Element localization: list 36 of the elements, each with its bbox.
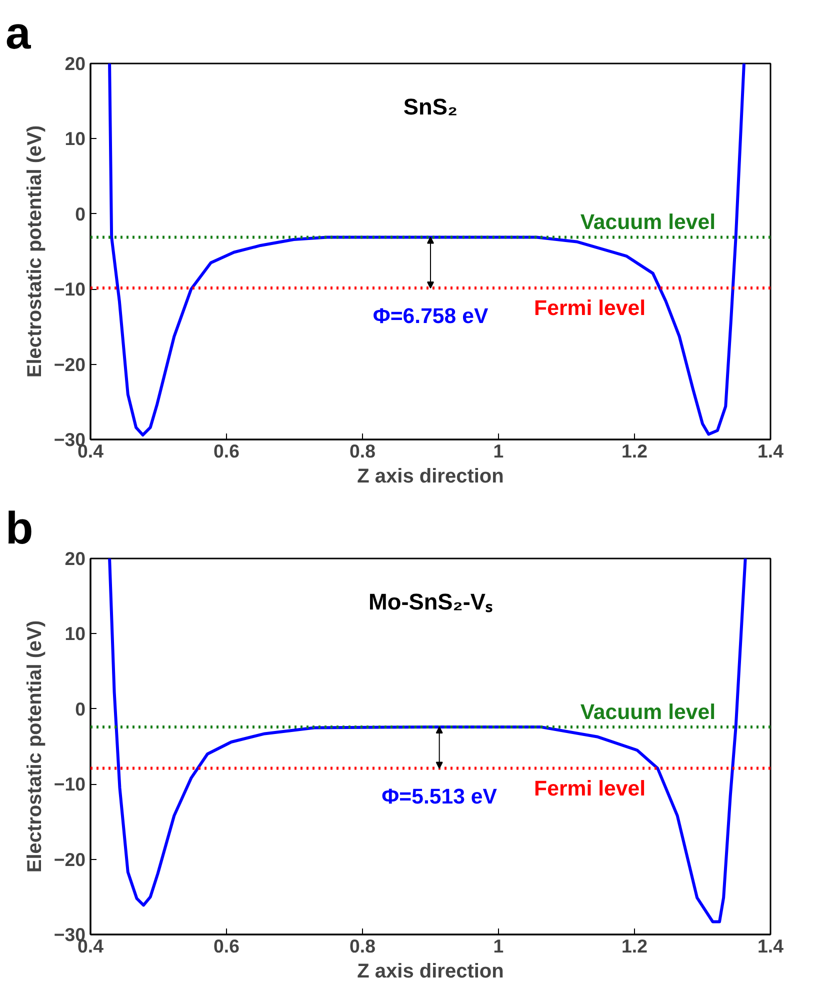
y-tick-label: −10 (54, 278, 86, 300)
y-tick-label: 10 (64, 623, 86, 644)
ref-line-label: Vacuum level (580, 210, 716, 234)
x-axis-title: Z axis direction (357, 466, 504, 488)
x-tick-label: 1.4 (758, 440, 784, 462)
y-tick-label: 0 (75, 698, 86, 720)
y-tick-label: −10 (54, 774, 86, 795)
line-series (108, 64, 746, 436)
x-tick-label: 0.6 (214, 440, 240, 462)
text: a (6, 8, 32, 58)
y-axis-title: Electrostatic potential (eV) (24, 620, 46, 873)
y-tick-label: −20 (54, 354, 86, 375)
y-tick-label: 20 (64, 53, 86, 74)
y-tick-label: 10 (64, 128, 86, 150)
y-axis-title: Electrostatic potential (eV) (24, 125, 46, 378)
x-tick-label: 1 (493, 440, 504, 462)
annotation: Φ=6.758 eV (372, 304, 489, 328)
text: b (6, 502, 34, 554)
line-series (108, 558, 747, 924)
text: SnS₂ (403, 94, 458, 120)
annotation: Φ=5.513 eV (382, 784, 498, 808)
ref-line-label: Fermi level (534, 296, 646, 320)
x-tick-label: 1.2 (622, 440, 648, 462)
ref-line-label: Vacuum level (580, 700, 716, 724)
x-tick-label: 1 (493, 936, 504, 956)
x-tick-label: 0.6 (214, 936, 240, 956)
ref-line-label: Fermi level (534, 776, 646, 800)
x-tick-label: 0.8 (350, 936, 376, 956)
x-tick-label: 0.8 (350, 440, 376, 462)
y-tick-label: 20 (64, 548, 86, 569)
x-axis-title: Z axis direction (357, 960, 504, 982)
y-tick-label: −20 (54, 848, 86, 870)
x-tick-label: 1.2 (622, 936, 648, 956)
y-tick-label: 0 (75, 203, 86, 224)
text: Mo-SnS₂-Vₛ (368, 588, 493, 614)
x-tick-label: 1.4 (758, 936, 784, 956)
